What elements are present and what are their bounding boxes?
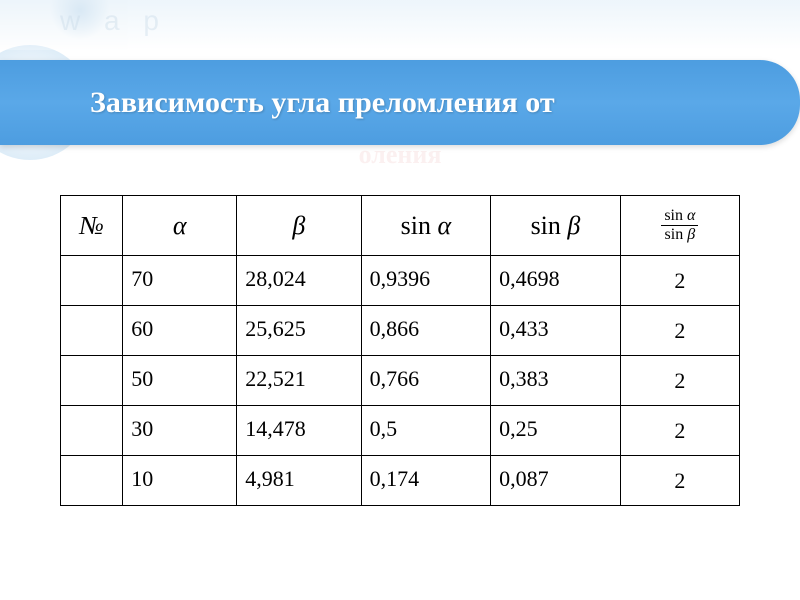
header-sin-beta: sin β — [491, 196, 621, 256]
refraction-table: № α β sin α sin β sin α sin β 70 28,024 … — [60, 195, 740, 506]
cell-ratio: 2 — [620, 456, 739, 506]
cell-beta: 25,625 — [237, 306, 361, 356]
cell-ratio: 2 — [620, 306, 739, 356]
table-row: 70 28,024 0,9396 0,4698 2 — [61, 256, 740, 306]
table-row: 10 4,981 0,174 0,087 2 — [61, 456, 740, 506]
ratio-numerator: sin α — [661, 207, 698, 226]
cell-sin-beta: 0,4698 — [491, 256, 621, 306]
cell-alpha: 10 — [123, 456, 237, 506]
cell-beta: 22,521 — [237, 356, 361, 406]
cell-beta: 28,024 — [237, 256, 361, 306]
cell-ratio: 2 — [620, 406, 739, 456]
cell-sin-alpha: 0,5 — [361, 406, 491, 456]
cell-num — [61, 256, 123, 306]
data-table-container: № α β sin α sin β sin α sin β 70 28,024 … — [60, 195, 740, 506]
cell-beta: 4,981 — [237, 456, 361, 506]
cell-num — [61, 456, 123, 506]
cell-sin-alpha: 0,766 — [361, 356, 491, 406]
header-number: № — [61, 196, 123, 256]
cell-num — [61, 356, 123, 406]
table-header-row: № α β sin α sin β sin α sin β — [61, 196, 740, 256]
header-ratio: sin α sin β — [620, 196, 739, 256]
cell-alpha: 70 — [123, 256, 237, 306]
cell-sin-alpha: 0,174 — [361, 456, 491, 506]
cell-sin-alpha: 0,9396 — [361, 256, 491, 306]
header-sin-alpha: sin α — [361, 196, 491, 256]
table-row: 60 25,625 0,866 0,433 2 — [61, 306, 740, 356]
header-alpha: α — [123, 196, 237, 256]
cell-alpha: 30 — [123, 406, 237, 456]
cell-ratio: 2 — [620, 256, 739, 306]
cell-sin-beta: 0,25 — [491, 406, 621, 456]
ratio-denominator: sin β — [661, 226, 698, 244]
cell-alpha: 50 — [123, 356, 237, 406]
table-row: 50 22,521 0,766 0,383 2 — [61, 356, 740, 406]
page-title: Зависимость угла преломления от — [90, 86, 555, 120]
cell-sin-beta: 0,087 — [491, 456, 621, 506]
cell-num — [61, 406, 123, 456]
cell-sin-beta: 0,433 — [491, 306, 621, 356]
cell-beta: 14,478 — [237, 406, 361, 456]
cell-num — [61, 306, 123, 356]
title-banner: Зависимость угла преломления от — [0, 60, 800, 145]
cell-sin-beta: 0,383 — [491, 356, 621, 406]
cell-sin-alpha: 0,866 — [361, 306, 491, 356]
cell-alpha: 60 — [123, 306, 237, 356]
table-row: 30 14,478 0,5 0,25 2 — [61, 406, 740, 456]
watermark-text: w a p — [60, 5, 167, 37]
subtitle-ghost: оления — [0, 140, 800, 170]
header-beta: β — [237, 196, 361, 256]
cell-ratio: 2 — [620, 356, 739, 406]
